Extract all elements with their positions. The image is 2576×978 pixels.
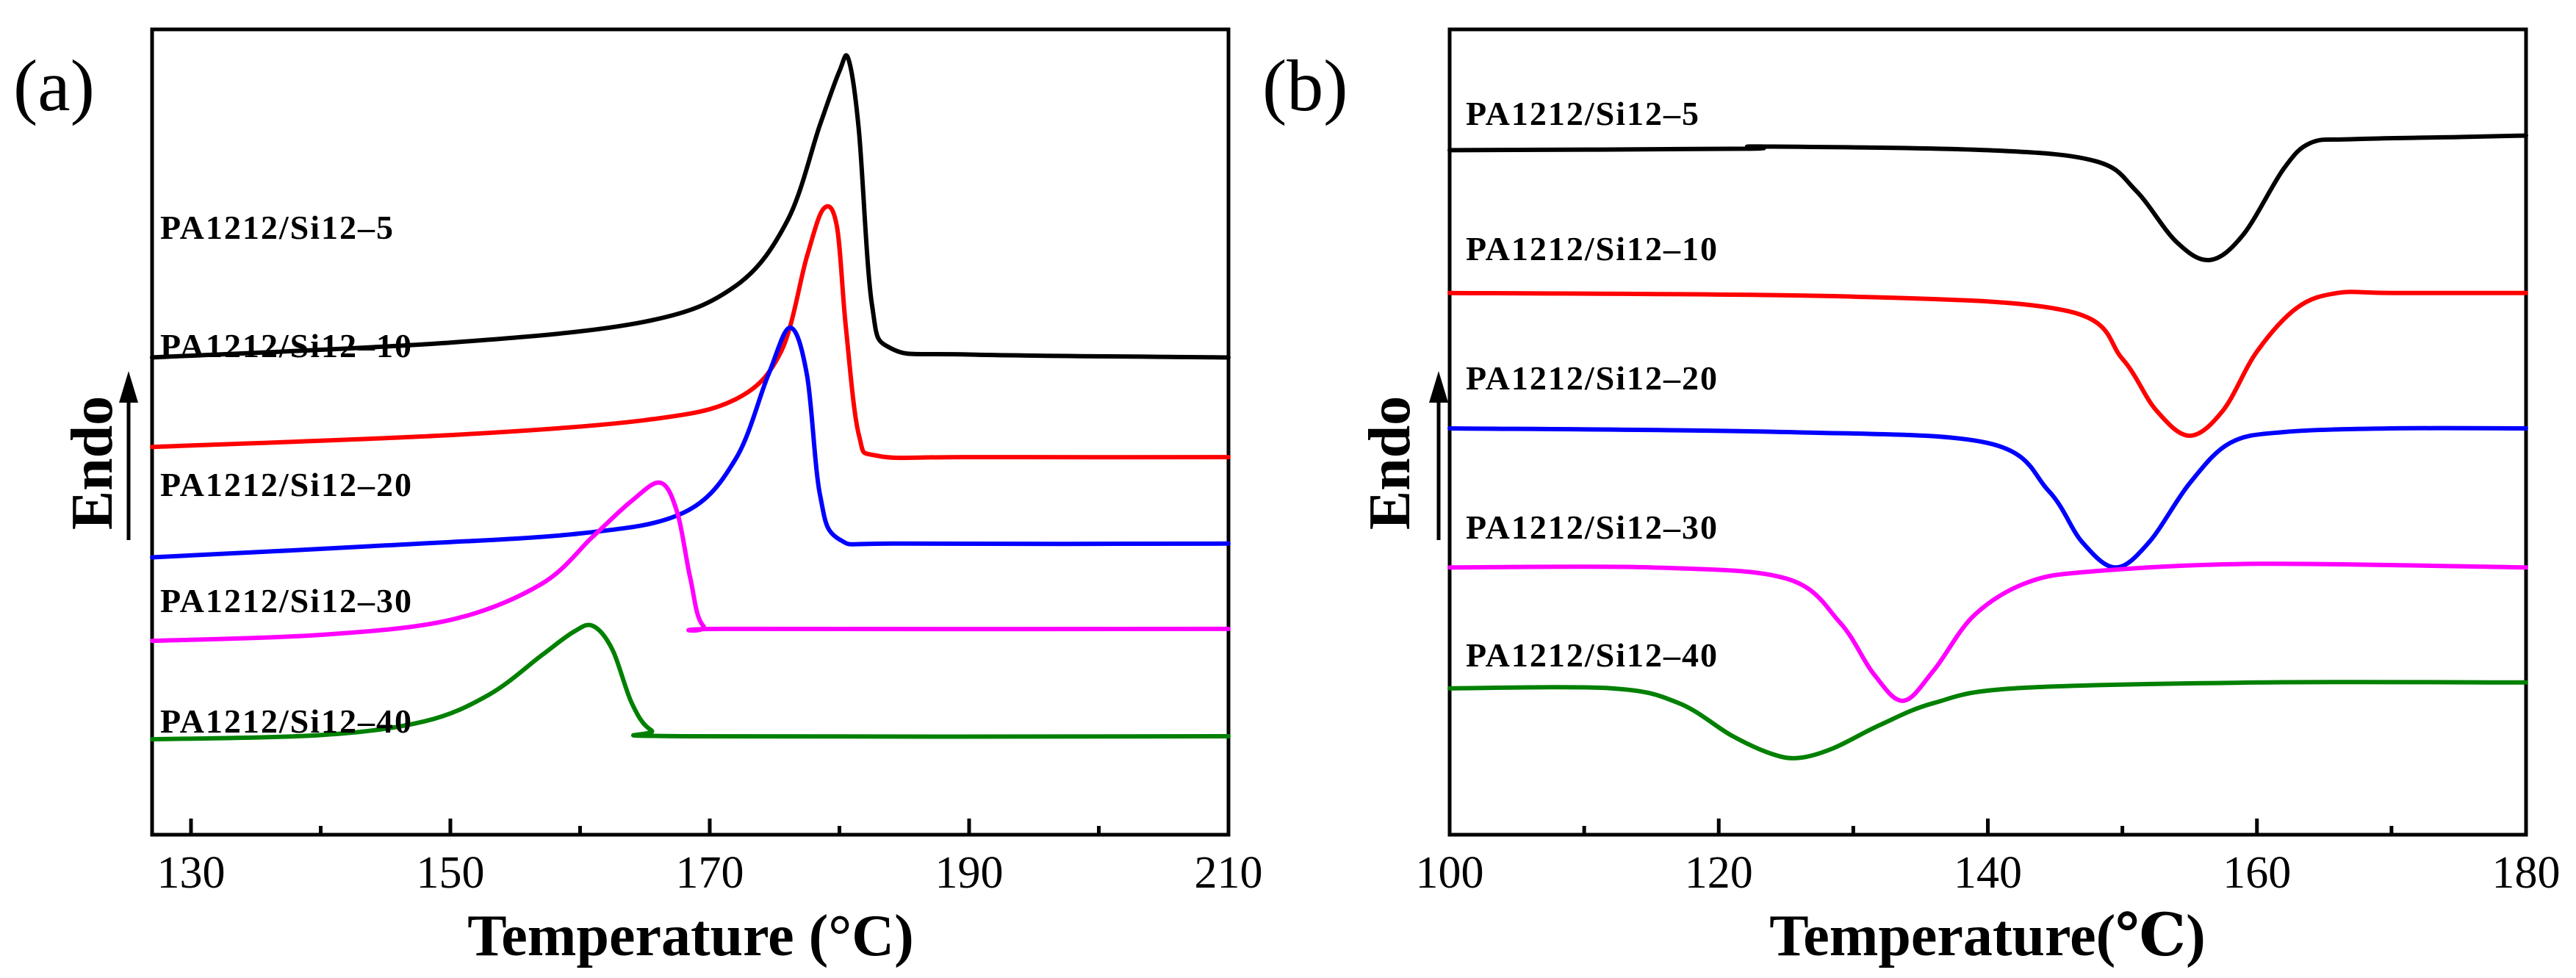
panel-a-x-ticks: 130 150 170 190 210 [156,819,1263,898]
panel-a-series-line-2 [150,204,1231,461]
panel-b-curves [1447,133,2528,761]
panel-a-label: (a) [13,45,95,126]
panel-a-series-line-3 [150,325,1231,560]
panel-b-series-label-4: PA1212/Si12–30 [1466,508,1719,546]
panel-b-series-label-2: PA1212/Si12–10 [1466,230,1719,267]
panel-b: (b) 100 120 140 160 180 PA1212/Si12–5 PA1212… [1262,27,2561,968]
panel-a-x-tick-label-170: 170 [675,848,744,898]
panel-a-series-label-1: PA1212/Si12–5 [160,209,395,246]
panel-a-x-tick-label-150: 150 [416,848,484,898]
panel-a-curves [150,53,1231,742]
panel-b-x-tick-label-160: 160 [2223,848,2291,898]
panel-b-series-line-1 [1447,133,2528,262]
panel-a-x-tick-label-190: 190 [935,848,1003,898]
panel-b-x-tick-label-100: 100 [1416,848,1484,898]
panel-b-y-axis-title: Endo [1358,396,1422,530]
panel-b-label: (b) [1262,45,1348,126]
panel-b-series-label-1: PA1212/Si12–5 [1466,95,1700,132]
panel-b-x-tick-label-120: 120 [1685,848,1753,898]
panel-a-series-label-2: PA1212/Si12–10 [160,327,413,364]
panel-a-series-line-1 [150,53,1231,360]
panel-a-endo-arrow-head [119,371,138,403]
panel-b-x-axis-title: Temperature(℃) [1769,904,2206,968]
panel-a-x-axis-title: Temperature (°C) [467,904,913,968]
panel-b-x-tick-label-180: 180 [2492,848,2561,898]
panel-b-series-line-4 [1447,561,2528,703]
panel-a-series-label-3: PA1212/Si12–20 [160,466,413,503]
panel-a-series-label-4: PA1212/Si12–30 [160,582,413,619]
panel-b-series-line-5 [1447,680,2528,761]
panel-b-x-tick-label-140: 140 [1954,848,2022,898]
panel-a-plot-frame [150,27,1231,837]
panel-a-y-axis-title: Endo [60,396,125,530]
panel-a-x-tick-label-210: 210 [1195,848,1263,898]
panel-a: (a) 130 150 170 190 210 PA1212/Si12–5 PA1212… [13,27,1263,968]
panel-a-series-label-5: PA1212/Si12–40 [160,702,413,740]
panel-b-series-line-2 [1447,290,2528,438]
panel-a-series-line-4 [150,480,1231,644]
panel-b-series-line-3 [1447,425,2528,570]
panel-b-series-label-3: PA1212/Si12–20 [1466,359,1719,397]
panel-a-series-line-5 [150,622,1231,742]
panel-b-x-ticks: 100 120 140 160 180 [1416,819,2561,898]
panel-b-series-label-5: PA1212/Si12–40 [1466,636,1719,674]
panel-a-x-tick-label-130: 130 [156,848,225,898]
panel-b-endo-arrow-head [1429,371,1448,403]
